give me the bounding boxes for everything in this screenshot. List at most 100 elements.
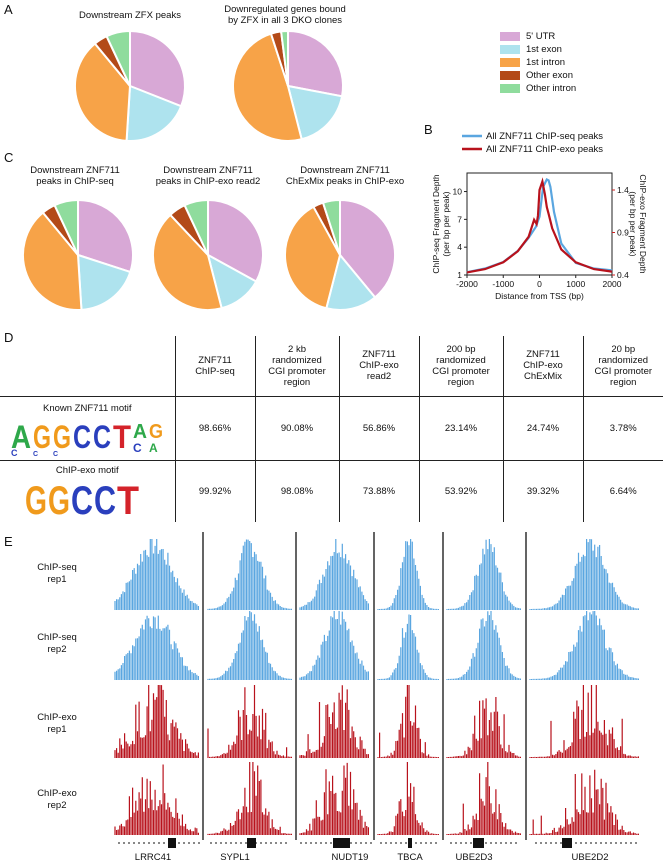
pie-title-znf711-chipseq: Downstream ZNF711 peaks in ChIP-seq bbox=[30, 165, 120, 187]
svg-text:C: C bbox=[94, 479, 116, 518]
col-header: 2 kb randomized CGI promoter region bbox=[255, 336, 340, 396]
gene-exon-block bbox=[333, 838, 350, 848]
panel-letter-e: E bbox=[4, 534, 13, 549]
legend-swatch bbox=[500, 32, 520, 41]
coverage-track bbox=[446, 762, 521, 835]
pie-chart-3 bbox=[22, 198, 134, 311]
pie-title-znf711-exo-read2: Downstream ZNF711 peaks in ChIP-exo read… bbox=[155, 165, 261, 187]
pie-chart-5 bbox=[284, 198, 396, 311]
pie-chart-2 bbox=[232, 29, 344, 142]
coverage-track bbox=[207, 685, 292, 758]
pie-slice-other-intron bbox=[321, 198, 341, 256]
svg-text:G: G bbox=[149, 421, 163, 443]
svg-text:G: G bbox=[25, 479, 47, 518]
coverage-track bbox=[207, 762, 292, 835]
coverage-track bbox=[377, 685, 439, 758]
legend-item-other-intron: Other intron bbox=[500, 82, 576, 95]
y2-axis-label: ChIP-exo Fragment Depth(per bp per peak) bbox=[628, 174, 648, 273]
legend-swatch bbox=[500, 71, 520, 80]
svg-text:G: G bbox=[33, 419, 51, 455]
coverage-track bbox=[446, 611, 521, 680]
pie-slice-1st-intron bbox=[74, 42, 132, 142]
legend-item-1st-exon: 1st exon bbox=[500, 43, 576, 56]
pie-slice-1st-intron bbox=[152, 213, 223, 311]
gene-label-ube2d3: UBE2D3 bbox=[455, 852, 493, 863]
pie-slice-1st-intron bbox=[284, 205, 342, 310]
svg-text:C: C bbox=[73, 419, 91, 455]
svg-text:C: C bbox=[33, 451, 38, 456]
svg-text:T: T bbox=[113, 419, 131, 455]
gene-label-lrrc41: LRRC41 bbox=[134, 852, 172, 863]
known-motif-logo: A G G C C T A G C A C C C bbox=[11, 419, 163, 458]
legend-swatch bbox=[500, 84, 520, 93]
y-tick-label: 7 bbox=[457, 214, 462, 224]
pie-slice-1st-intron bbox=[22, 211, 83, 311]
coverage-track bbox=[377, 539, 439, 610]
pie-slice-other-intron bbox=[279, 29, 289, 87]
pie-slice-5-utr bbox=[129, 29, 186, 108]
pie-slice-other-intron bbox=[105, 29, 131, 87]
coverage-track bbox=[299, 685, 369, 758]
y2-tick-label: 0.9 bbox=[617, 228, 629, 238]
coverage-track bbox=[446, 697, 521, 758]
svg-text:G: G bbox=[48, 479, 70, 518]
table-cell: 24.74% bbox=[503, 396, 584, 460]
col-header: ZNF711 ChIP-seq bbox=[175, 336, 256, 396]
coverage-track bbox=[299, 611, 369, 680]
gene-exon-block bbox=[247, 838, 256, 848]
svg-text:A: A bbox=[11, 419, 31, 455]
track-label-chipseq-rep1: ChIP-seq rep1 bbox=[37, 562, 77, 585]
table-cell: 73.88% bbox=[339, 460, 420, 522]
legend-item-other-exon: Other exon bbox=[500, 69, 576, 82]
svg-text:C: C bbox=[53, 451, 58, 456]
pie-slice-5-utr bbox=[77, 198, 134, 274]
coverage-track bbox=[207, 539, 292, 610]
table-cell: 39.32% bbox=[503, 460, 584, 522]
coverage-track bbox=[114, 539, 199, 610]
legend-swatch bbox=[500, 58, 520, 67]
col-header: ZNF711 ChIP-exo ChExMix bbox=[503, 336, 584, 396]
gene-label-ube2d2: UBE2D2 bbox=[571, 852, 609, 863]
coverage-track bbox=[114, 615, 199, 680]
gene-model bbox=[380, 838, 440, 848]
x-tick-label: 1000 bbox=[566, 279, 585, 289]
legend-label-chipexo: All ZNF711 ChIP-exo peaks bbox=[486, 144, 603, 155]
pie-slice-1st-exon bbox=[325, 252, 377, 311]
pie-slice-5-utr bbox=[287, 29, 344, 98]
col-header: ZNF711 ChIP-exo read2 bbox=[339, 336, 420, 396]
gene-exon-block bbox=[562, 838, 572, 848]
x-tick-label: 0 bbox=[537, 279, 542, 289]
pie-chart-4 bbox=[152, 198, 264, 311]
y2-tick-label: 1.4 bbox=[617, 185, 629, 195]
svg-text:C: C bbox=[93, 419, 111, 455]
table-cell: 56.86% bbox=[339, 396, 420, 460]
coverage-track bbox=[529, 611, 639, 680]
panel-letter-b: B bbox=[424, 122, 433, 137]
col-header: 200 bp randomized CGI promoter region bbox=[419, 336, 504, 396]
y-tick-label: 10 bbox=[453, 187, 463, 197]
chipexo-motif-logo: G G C C T bbox=[25, 479, 139, 523]
pie-title-znf711-chexmix: Downstream ZNF711 ChExMix peaks in ChIP-… bbox=[285, 165, 405, 187]
table-cell: 23.14% bbox=[419, 396, 504, 460]
gene-model bbox=[450, 838, 520, 848]
track-label-chipexo-rep1: ChIP-exo rep1 bbox=[37, 712, 77, 735]
table-divider bbox=[0, 396, 663, 397]
pie-slice-1st-exon bbox=[76, 253, 132, 311]
coverage-track bbox=[377, 762, 439, 835]
x-axis-label: Distance from TSS (bp) bbox=[495, 291, 584, 301]
svg-text:C: C bbox=[11, 448, 18, 456]
y-tick-label: 1 bbox=[457, 270, 462, 280]
x-tick-label: -2000 bbox=[456, 279, 478, 289]
svg-text:C: C bbox=[133, 441, 142, 455]
track-label-chipseq-rep2: ChIP-seq rep2 bbox=[37, 632, 77, 655]
y2-tick-label: 0.4 bbox=[617, 270, 629, 280]
y-axis-label: ChIP-seq Fragment Depth(per bp per peak) bbox=[431, 174, 451, 273]
gene-model bbox=[210, 838, 290, 848]
pie-slice-1st-intron bbox=[232, 32, 303, 142]
x-tick-label: 2000 bbox=[603, 279, 622, 289]
coverage-track bbox=[299, 539, 369, 610]
series-line-chipexo bbox=[466, 177, 613, 274]
coverage-track bbox=[529, 685, 639, 758]
motif-table: ZNF711 ChIP-seq 2 kb randomized CGI prom… bbox=[0, 336, 663, 523]
table-cell: 99.92% bbox=[175, 460, 256, 522]
